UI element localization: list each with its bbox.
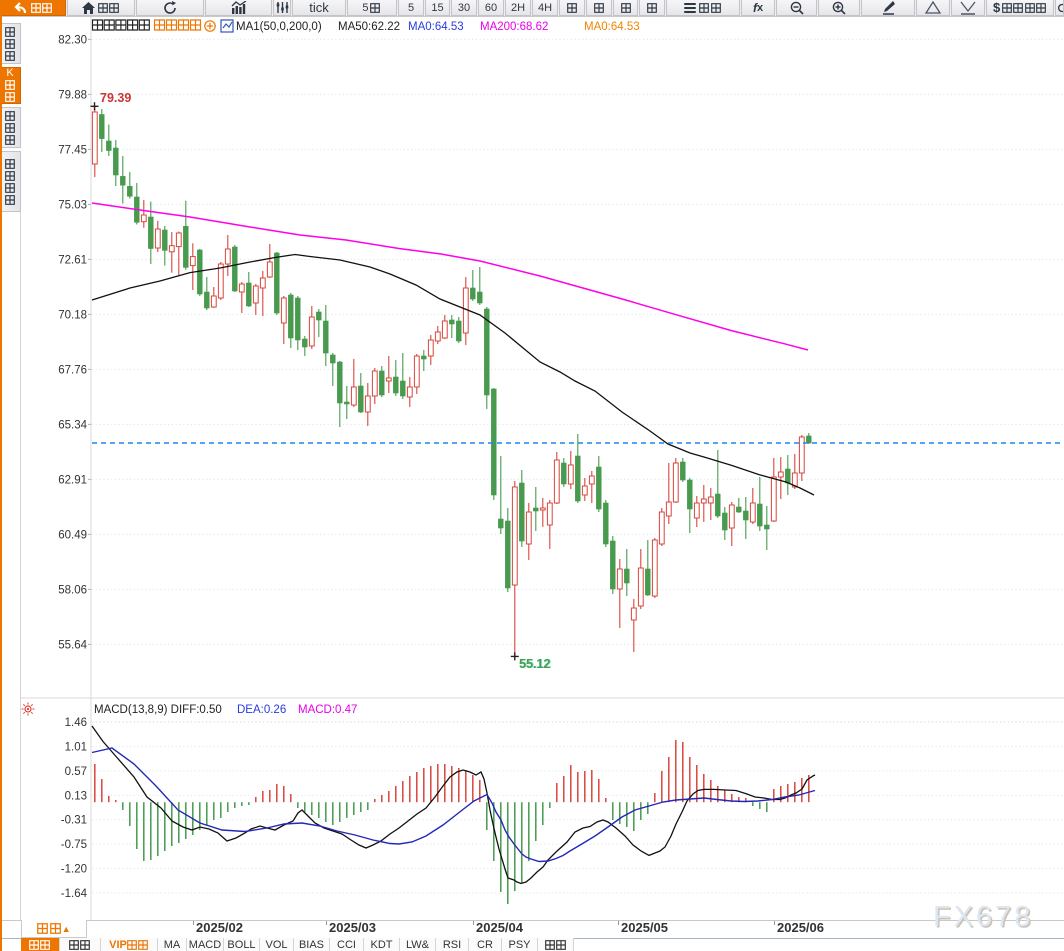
- svg-text:-0.75: -0.75: [61, 839, 87, 851]
- svg-text:79.88: 79.88: [58, 89, 87, 101]
- svg-text:-0.31: -0.31: [61, 815, 87, 827]
- svg-text:1.01: 1.01: [65, 741, 87, 753]
- svg-text:1.46: 1.46: [65, 717, 87, 729]
- svg-text:MACD(13,8,9) DIFF:0.50: MACD(13,8,9) DIFF:0.50: [94, 704, 222, 716]
- svg-text:82.30: 82.30: [58, 34, 87, 46]
- svg-text:DEA:0.26: DEA:0.26: [237, 704, 286, 716]
- svg-text:MACD:0.47: MACD:0.47: [298, 704, 357, 716]
- svg-text:75.03: 75.03: [58, 199, 87, 211]
- svg-text:0.13: 0.13: [65, 790, 87, 802]
- svg-text:-1.20: -1.20: [61, 864, 87, 876]
- svg-text:58.06: 58.06: [58, 584, 87, 596]
- svg-text:65.34: 65.34: [58, 419, 87, 431]
- svg-text:MA0:64.53: MA0:64.53: [408, 21, 464, 33]
- svg-text:-1.64: -1.64: [61, 888, 88, 900]
- svg-text:55.12: 55.12: [519, 657, 550, 671]
- svg-text:60.49: 60.49: [58, 529, 87, 541]
- svg-text:70.18: 70.18: [58, 309, 87, 321]
- svg-text:MA0:64.53: MA0:64.53: [584, 21, 640, 33]
- svg-text:MA50:62.22: MA50:62.22: [338, 21, 400, 33]
- svg-text:79.39: 79.39: [100, 91, 131, 105]
- svg-text:MA200:68.62: MA200:68.62: [480, 21, 548, 33]
- svg-text:67.76: 67.76: [58, 364, 87, 376]
- svg-text:0.57: 0.57: [65, 766, 87, 778]
- svg-text:MA1(50,0,200,0): MA1(50,0,200,0): [236, 21, 322, 33]
- svg-text:55.64: 55.64: [58, 639, 87, 651]
- svg-text:62.91: 62.91: [58, 474, 87, 486]
- svg-text:72.61: 72.61: [58, 254, 87, 266]
- svg-text:77.45: 77.45: [58, 144, 87, 156]
